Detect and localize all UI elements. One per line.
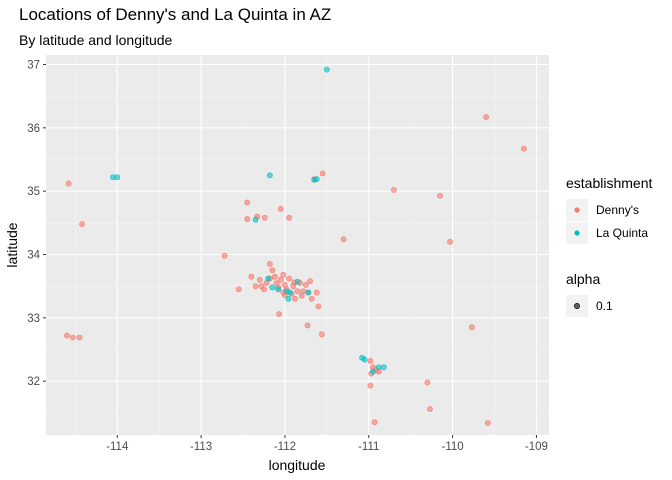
- point-denny-s: [256, 276, 263, 283]
- legend-title-alpha: alpha: [566, 271, 600, 287]
- point-denny-s: [261, 214, 268, 221]
- x-tick-label: -110: [442, 441, 464, 453]
- point-denny-s: [64, 332, 70, 339]
- point-la-quinta: [265, 275, 272, 282]
- point-la-quinta: [370, 368, 376, 375]
- point-denny-s: [266, 261, 273, 267]
- point-denny-s: [307, 278, 313, 284]
- point-denny-s: [76, 334, 83, 341]
- point-denny-s: [367, 382, 374, 389]
- point-denny-s: [252, 283, 259, 290]
- point-denny-s: [447, 238, 453, 245]
- points-layer: [64, 66, 527, 426]
- point-la-quinta: [287, 289, 293, 296]
- point-denny-s: [427, 406, 433, 412]
- point-denny-s: [313, 289, 320, 296]
- point-la-quinta: [275, 286, 282, 293]
- legend-label-la-quinta: La Quinta: [596, 226, 648, 240]
- point-denny-s: [244, 199, 251, 206]
- y-axis: 32 33 34 35 36 37: [27, 60, 46, 388]
- y-tick-label: 37: [27, 60, 40, 72]
- point-la-quinta: [380, 364, 387, 371]
- point-denny-s: [292, 295, 298, 302]
- y-axis-title: latitude: [4, 222, 20, 267]
- point-la-quinta: [114, 174, 121, 181]
- point-denny-s: [302, 281, 309, 288]
- point-denny-s: [277, 276, 284, 283]
- y-tick-label: 32: [27, 376, 40, 388]
- point-denny-s: [286, 275, 293, 282]
- point-denny-s: [391, 186, 397, 193]
- point-denny-s: [244, 216, 251, 222]
- point-denny-s: [308, 295, 315, 302]
- y-tick-label: 34: [27, 250, 40, 262]
- major-gridlines: [46, 55, 549, 435]
- point-la-quinta: [294, 278, 301, 285]
- point-denny-s: [276, 311, 282, 317]
- point-denny-s: [367, 357, 374, 364]
- legend-label-denny-s: Denny's: [596, 203, 639, 217]
- point-denny-s: [318, 331, 325, 338]
- point-denny-s: [277, 205, 284, 212]
- legend-marker-denny-s: [574, 207, 580, 213]
- point-denny-s: [468, 324, 475, 331]
- x-tick-label: -111: [358, 441, 379, 453]
- point-denny-s: [248, 273, 255, 280]
- x-tick-label: -114: [106, 441, 129, 453]
- legend-title-establishment: establishment: [566, 175, 652, 191]
- point-denny-s: [235, 286, 242, 293]
- legend-alpha-item: 0.1: [566, 295, 613, 317]
- point-la-quinta: [313, 176, 320, 183]
- point-la-quinta: [285, 295, 292, 302]
- y-tick-label: 36: [27, 123, 40, 135]
- point-la-quinta: [252, 216, 259, 223]
- point-la-quinta: [305, 289, 312, 296]
- point-denny-s: [69, 334, 76, 341]
- point-denny-s: [371, 419, 378, 426]
- point-la-quinta: [375, 364, 382, 371]
- legend-label-alpha: 0.1: [596, 299, 613, 313]
- point-la-quinta: [266, 172, 273, 179]
- point-la-quinta: [269, 284, 276, 291]
- x-axis: -114 -113 -112 -111 -110 -109: [106, 435, 548, 453]
- point-la-quinta: [323, 66, 330, 73]
- point-denny-s: [340, 236, 347, 243]
- legend-marker-la-quinta: [574, 230, 580, 236]
- x-tick-label: -112: [274, 441, 296, 453]
- x-axis-title: longitude: [269, 457, 326, 473]
- point-denny-s: [304, 322, 311, 329]
- point-denny-s: [258, 283, 265, 290]
- point-denny-s: [520, 145, 527, 152]
- point-denny-s: [280, 271, 287, 278]
- point-denny-s: [271, 273, 278, 280]
- legend-marker-alpha: [574, 303, 580, 309]
- point-denny-s: [221, 252, 228, 259]
- point-denny-s: [484, 420, 491, 426]
- y-tick-label: 35: [27, 186, 40, 198]
- chart-subtitle: By latitude and longitude: [19, 32, 173, 48]
- y-tick-label: 33: [27, 313, 40, 325]
- legend: establishment Denny's La Quinta alpha 0.1: [566, 175, 652, 317]
- plot-panel: [46, 55, 549, 435]
- point-denny-s: [315, 303, 322, 310]
- point-denny-s: [300, 288, 307, 295]
- point-denny-s: [79, 221, 85, 227]
- point-denny-s: [294, 288, 301, 295]
- minor-gridlines: [46, 55, 549, 435]
- point-denny-s: [424, 379, 431, 386]
- x-tick-label: -109: [525, 441, 548, 453]
- point-denny-s: [269, 267, 276, 274]
- point-denny-s: [286, 214, 293, 221]
- point-la-quinta: [361, 356, 368, 363]
- point-denny-s: [483, 114, 490, 120]
- point-denny-s: [437, 192, 443, 199]
- point-denny-s: [319, 170, 326, 177]
- legend-color-items: Denny's La Quinta: [566, 199, 648, 244]
- x-tick-label: -113: [190, 441, 212, 453]
- point-denny-s: [65, 180, 72, 187]
- chart-title: Locations of Denny's and La Quinta in AZ: [19, 5, 331, 24]
